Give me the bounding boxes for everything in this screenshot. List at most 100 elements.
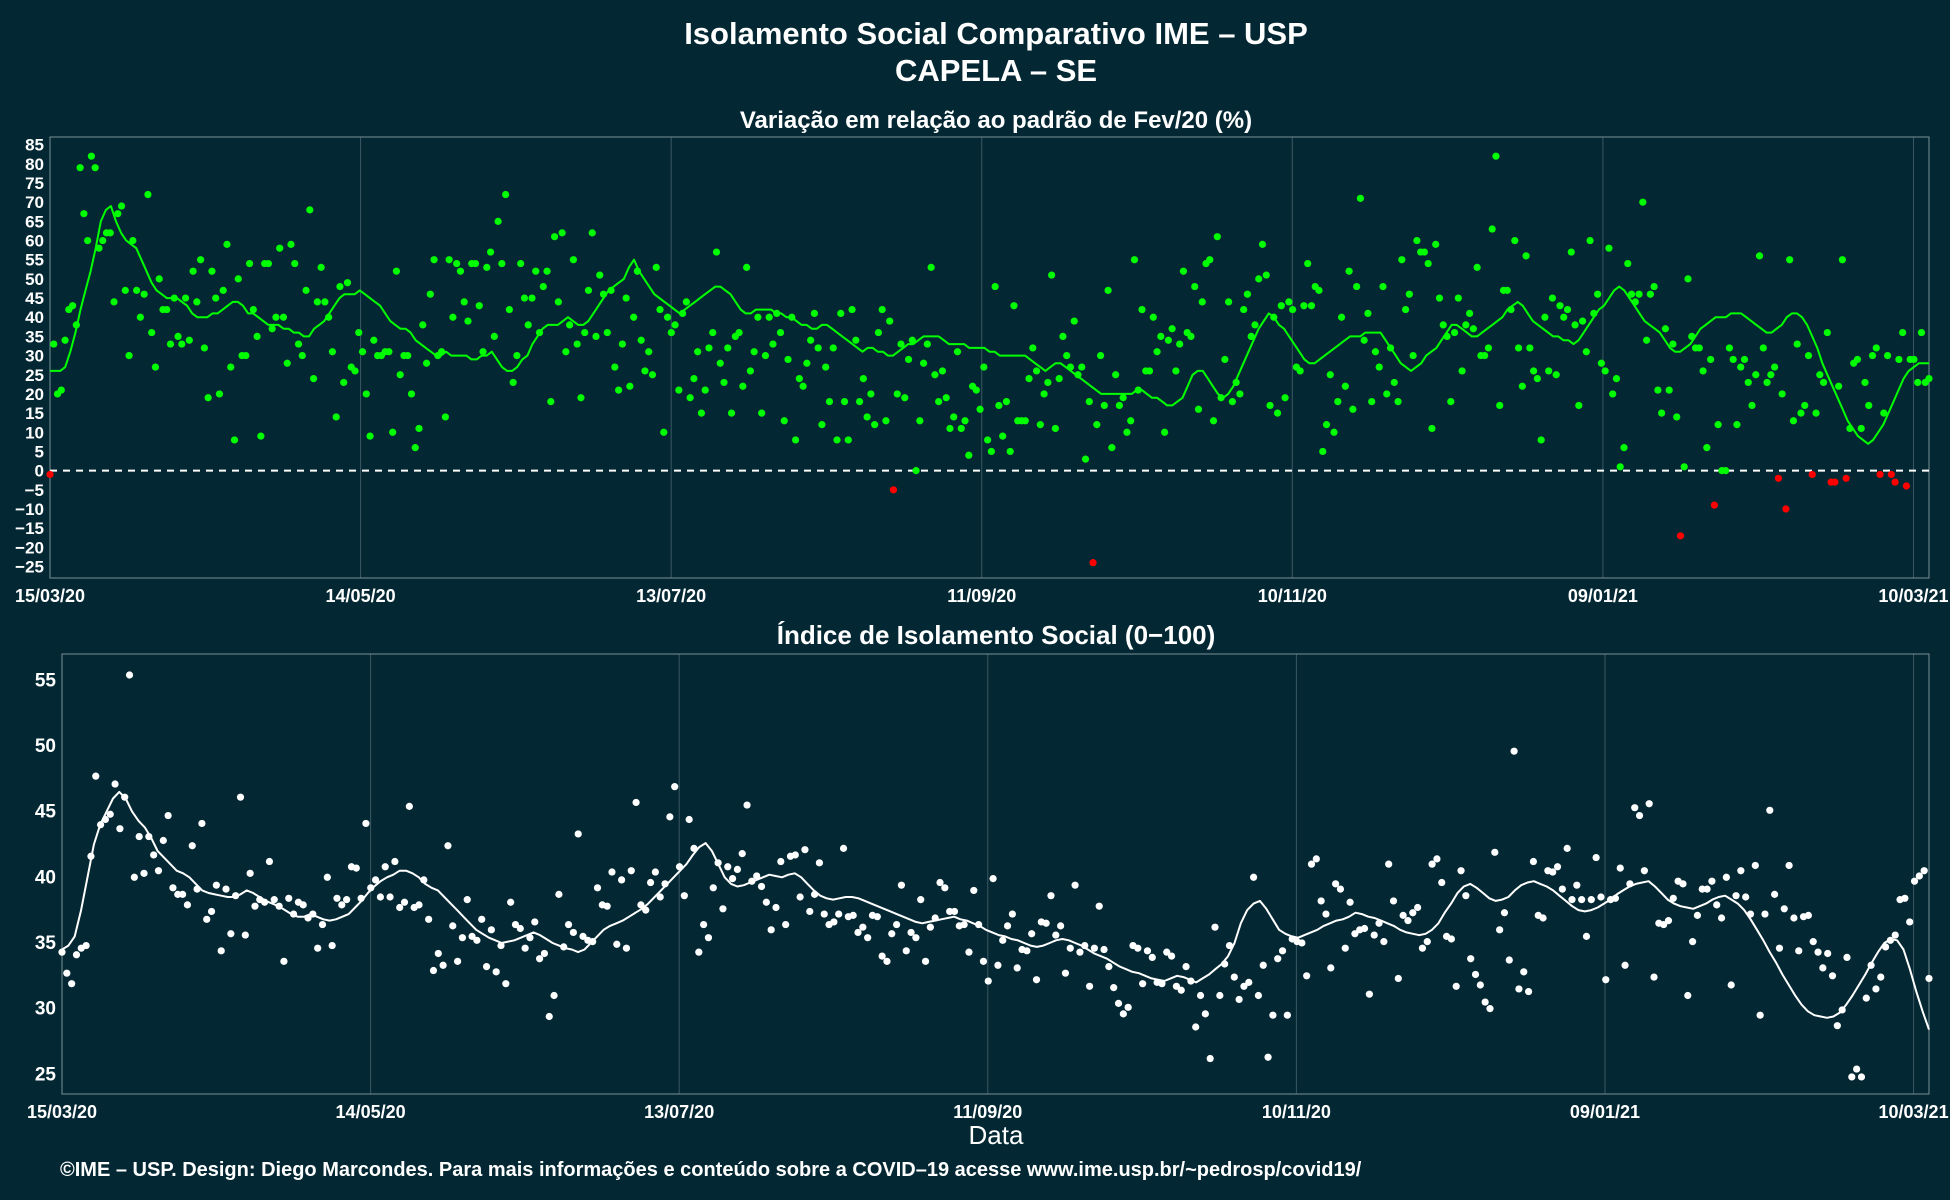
data-point [68, 980, 76, 988]
data-point [1767, 371, 1775, 379]
data-point [1259, 961, 1267, 969]
data-point [1639, 198, 1647, 206]
x-tick-label: 13/07/20 [644, 1102, 714, 1122]
data-point [223, 240, 231, 248]
data-point [463, 896, 471, 904]
data-point [1206, 256, 1214, 264]
data-point [1090, 944, 1098, 952]
x-tick-label: 14/05/20 [336, 1102, 406, 1122]
data-point [478, 915, 486, 923]
x-tick-label: 15/03/20 [15, 586, 85, 606]
data-point [1240, 305, 1248, 314]
data-point [1115, 401, 1124, 410]
data-point [984, 977, 992, 985]
data-point [1609, 390, 1617, 398]
data-point [901, 394, 909, 402]
data-point [411, 444, 419, 452]
data-point [178, 340, 186, 348]
data-point [566, 321, 574, 329]
data-point [791, 851, 799, 859]
data-point [728, 874, 737, 883]
data-point [1006, 447, 1014, 456]
data-point [1010, 302, 1018, 310]
data-point [1353, 282, 1361, 291]
data-point [854, 928, 862, 937]
data-point [1526, 344, 1534, 352]
data-point [1713, 901, 1721, 909]
data-point [217, 947, 225, 955]
data-point [183, 901, 192, 909]
data-point [212, 294, 220, 302]
data-point [1492, 152, 1500, 160]
data-point [1452, 982, 1460, 990]
data-point [564, 920, 573, 929]
data-point [1488, 225, 1496, 233]
data-point [1843, 953, 1851, 962]
data-point [1228, 398, 1236, 406]
data-point [873, 913, 881, 921]
data-point [1023, 947, 1031, 955]
data-point [1587, 896, 1595, 904]
data-point [517, 259, 525, 268]
data-point [125, 351, 133, 360]
data-point [1251, 321, 1259, 329]
data-point [795, 374, 803, 383]
data-point [283, 359, 291, 367]
data-point [1364, 309, 1372, 317]
data-point [1503, 286, 1511, 294]
data-point [555, 890, 563, 898]
data-point [419, 321, 427, 329]
data-point [486, 248, 495, 256]
data-point [569, 256, 578, 264]
data-point [1914, 378, 1922, 387]
data-point [984, 436, 992, 444]
data-point [666, 813, 674, 821]
data-point [136, 313, 144, 321]
data-point [1332, 880, 1340, 888]
data-point [1447, 935, 1455, 943]
data-point [1785, 861, 1793, 870]
data-point [1857, 1073, 1866, 1081]
data-point [1247, 332, 1255, 341]
data-point [1063, 351, 1071, 360]
y-tick-label: 35 [35, 933, 57, 954]
data-point [92, 772, 100, 780]
data-point [1100, 401, 1108, 410]
y-tick-label: 45 [35, 802, 57, 823]
data-point [709, 328, 717, 337]
data-point [1693, 911, 1702, 919]
data-point [904, 355, 913, 364]
data-point [1782, 505, 1790, 513]
data-point [1868, 351, 1877, 360]
data-point [1771, 890, 1779, 898]
data-point [1793, 340, 1801, 348]
data-point [291, 259, 299, 268]
data-point [490, 332, 498, 341]
data-point [1848, 1073, 1856, 1081]
data-point [309, 374, 318, 383]
data-point [174, 332, 182, 341]
data-point [1390, 378, 1398, 387]
y-tick-label: −10 [15, 500, 44, 519]
data-point [1901, 894, 1909, 902]
data-point [648, 371, 657, 379]
data-point [1172, 367, 1180, 375]
data-point [1025, 374, 1033, 383]
data-point [840, 398, 849, 406]
data-point [314, 944, 322, 952]
data-point [980, 363, 988, 371]
data-point [1650, 282, 1658, 291]
data-point [573, 340, 581, 348]
data-point [878, 305, 886, 314]
data-point [1341, 382, 1349, 390]
data-point [1842, 474, 1850, 482]
y-tick-label: 20 [25, 385, 44, 404]
data-point [1139, 980, 1147, 988]
data-point [253, 332, 261, 341]
data-point [1925, 974, 1933, 983]
data-point [1703, 885, 1711, 893]
data-point [1714, 421, 1722, 429]
data-point [1262, 271, 1270, 279]
data-point [1201, 1010, 1209, 1018]
data-point [1013, 964, 1021, 972]
